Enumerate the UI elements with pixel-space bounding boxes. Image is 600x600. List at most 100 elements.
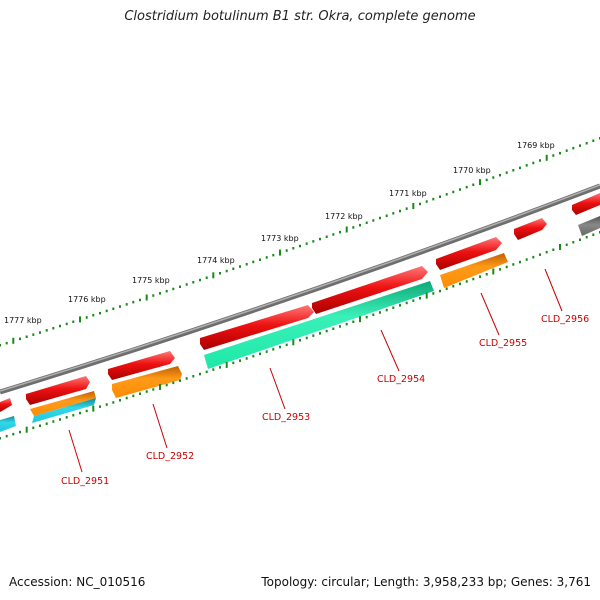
scale-minor-tick (32, 333, 35, 336)
gene-orange-2[interactable] (112, 366, 182, 398)
scale-minor-tick (552, 154, 555, 157)
gene-label-cld2952[interactable]: CLD_2952 (146, 451, 194, 462)
genome-backbone (0, 183, 600, 395)
scale-minor-tick (299, 244, 301, 248)
scale-minor-tick (559, 151, 561, 155)
scale-minor-tick (39, 331, 41, 334)
gene-label-cld2955[interactable]: CLD_2955 (479, 338, 527, 349)
inner-minor-tick (385, 308, 388, 312)
scale-minor-tick (245, 263, 248, 266)
scale-minor-tick (592, 139, 595, 142)
inner-minor-tick (405, 301, 408, 305)
scale-minor-tick (252, 260, 255, 264)
scale-minor-tick (325, 235, 328, 238)
scale-label: 1777 kbp (4, 316, 42, 325)
inner-major-tick (25, 426, 28, 433)
inner-minor-tick (145, 390, 148, 393)
inner-major-tick (225, 361, 228, 368)
inner-minor-tick (499, 268, 501, 271)
inner-minor-tick (445, 287, 448, 290)
scale-minor-tick (339, 230, 341, 234)
scale-minor-tick (505, 171, 508, 174)
cds-green-1[interactable] (204, 281, 434, 369)
inner-minor-tick (465, 280, 468, 283)
scale-minor-tick (45, 329, 48, 332)
scale-minor-tick (225, 269, 228, 273)
scale-major-tick (12, 337, 15, 344)
scale-minor-tick (419, 202, 421, 206)
scale-minor-tick (272, 253, 275, 257)
scale-minor-tick (359, 223, 361, 227)
accession-text: Accession: NC_010516 (9, 575, 146, 589)
scale-minor-tick (152, 294, 155, 297)
inner-minor-tick (339, 325, 341, 328)
scale-minor-tick (285, 249, 288, 252)
inner-minor-tick (439, 289, 441, 293)
inner-minor-tick (105, 403, 108, 406)
gene-orange-1[interactable] (30, 391, 96, 416)
scale-minor-tick (232, 267, 235, 270)
gene-label-cld2953[interactable]: CLD_2953 (262, 412, 310, 423)
inner-minor-tick (45, 422, 48, 425)
inner-minor-tick (72, 414, 75, 417)
inner-minor-tick (32, 426, 35, 430)
cds-cyan-1[interactable] (0, 416, 16, 432)
inner-minor-tick (52, 420, 55, 423)
leader-cld2952 (152, 403, 168, 449)
cds-forward-6[interactable] (436, 237, 502, 270)
inner-minor-tick (419, 297, 421, 300)
inner-minor-tick (172, 381, 175, 385)
inner-minor-tick (479, 275, 481, 278)
inner-major-tick (425, 292, 428, 299)
cds-forward-4[interactable] (200, 305, 314, 350)
gene-label-cld2954[interactable]: CLD_2954 (377, 374, 425, 385)
cds-forward-8[interactable] (572, 193, 600, 215)
scale-minor-tick (5, 341, 8, 345)
cds-forward-3[interactable] (108, 351, 175, 380)
scale-minor-tick (439, 195, 441, 198)
scale-minor-tick (572, 146, 575, 150)
scale-minor-tick (119, 305, 121, 308)
inner-minor-tick (132, 394, 135, 398)
scale-minor-tick (579, 144, 581, 147)
scale-minor-tick (219, 272, 221, 275)
inner-major-tick (292, 339, 295, 346)
inner-minor-tick (332, 327, 335, 330)
inner-minor-tick (285, 343, 288, 347)
inner-minor-tick (312, 334, 315, 337)
inner-minor-tick (412, 299, 415, 302)
scale-labels: 1777 kbp 1776 kbp 1775 kbp 1774 kbp 1773 kbp… (4, 141, 555, 325)
inner-minor-tick (392, 306, 395, 309)
forward-strand-features (0, 193, 600, 412)
scale-minor-tick (52, 327, 55, 330)
leader-cld2953 (269, 367, 286, 410)
scale-major-tick (279, 249, 281, 256)
cds-cyan-2[interactable] (32, 398, 96, 423)
pseudo-gray-1[interactable] (578, 216, 600, 236)
scale-major-tick (345, 226, 348, 233)
inner-minor-tick (119, 399, 121, 402)
scale-minor-tick (139, 298, 141, 302)
cds-forward-2[interactable] (26, 376, 90, 405)
scale-minor-tick (305, 242, 308, 245)
scale-major-tick (545, 154, 548, 161)
inner-minor-tick (39, 424, 41, 427)
scale-minor-tick (85, 316, 88, 319)
cds-forward-7[interactable] (514, 218, 547, 240)
gene-orange-3[interactable] (440, 253, 508, 288)
cds-forward-5[interactable] (312, 266, 428, 314)
scale-minor-tick (179, 285, 181, 288)
gene-label-cld2951[interactable]: CLD_2951 (61, 476, 109, 487)
scale-major-tick (212, 272, 215, 279)
scale-major-tick (145, 294, 148, 301)
cds-forward-1[interactable] (0, 398, 12, 412)
scale-minor-tick (292, 247, 295, 250)
scale-minor-tick (519, 166, 521, 170)
scale-minor-tick (65, 322, 68, 326)
scale-minor-tick (312, 240, 315, 243)
gene-label-cld2956[interactable]: CLD_2956 (541, 314, 589, 325)
scale-minor-tick (532, 161, 535, 165)
inner-minor-tick (592, 233, 595, 236)
scale-minor-tick (59, 324, 61, 328)
